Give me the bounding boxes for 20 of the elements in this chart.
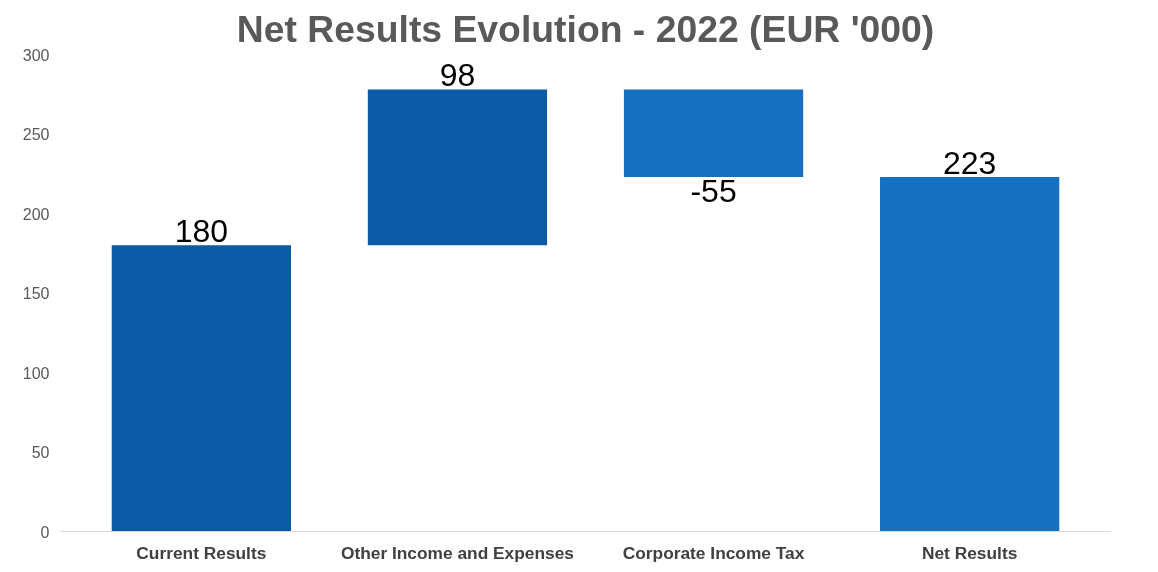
chart-title: Net Results Evolution - 2022 (EUR '000) (236, 7, 935, 50)
y-tick-label: 100 (22, 364, 50, 382)
x-tick-label: Other Income and Expenses (340, 542, 574, 563)
data-label: 180 (174, 213, 229, 250)
x-tick-label: Net Results (921, 542, 1018, 563)
y-tick-label: 50 (31, 444, 50, 461)
x-tick-label: Current Results (136, 542, 267, 563)
bar (623, 89, 804, 177)
y-tick-label: 0 (40, 523, 50, 541)
y-tick-label: 250 (22, 126, 50, 143)
y-tick-label: 150 (22, 285, 50, 302)
bar (111, 245, 291, 532)
y-tick-label: 300 (22, 46, 50, 64)
x-tick-label: Corporate Income Tax (622, 542, 805, 563)
data-label: 98 (439, 57, 476, 94)
bar (880, 176, 1060, 532)
y-tick-label: 200 (22, 205, 50, 223)
data-label: -55 (690, 173, 737, 210)
data-label: 223 (942, 144, 997, 181)
bar (367, 89, 548, 246)
